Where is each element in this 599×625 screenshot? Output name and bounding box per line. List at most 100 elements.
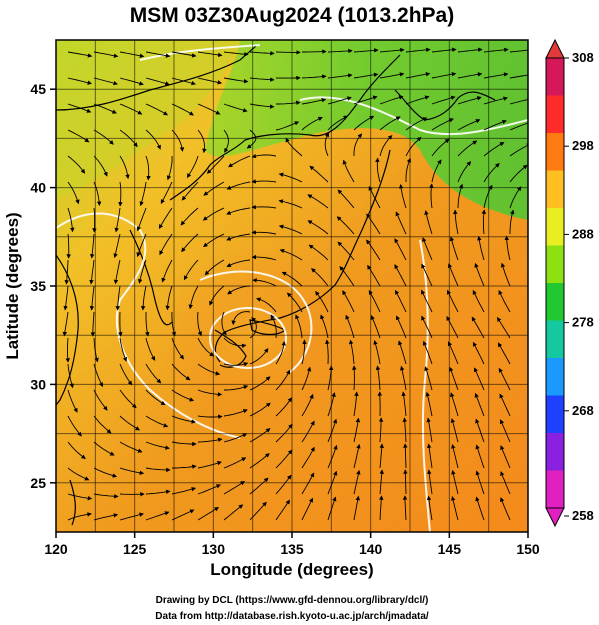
streamline-arrow [251,254,277,261]
colorbar-segment [546,245,564,284]
streamline-arrow [93,513,119,521]
wind-streamlines [62,47,528,521]
streamline-arrow [447,341,459,365]
streamline-arrow [145,77,170,86]
streamline-arrow [223,409,248,417]
streamline-arrow [475,496,485,521]
streamline-arrow [450,392,459,417]
plot-area [56,40,528,532]
streamline-arrow [158,207,173,229]
colorbar-segment [546,133,564,171]
colorbar-segment [546,95,564,134]
isotherm-northeast [299,96,528,136]
streamline-arrow [379,116,401,131]
streamline-arrow [342,159,355,183]
streamline-arrow [171,509,195,521]
streamline-arrow [301,74,327,79]
streamline-arrow [63,285,69,311]
streamline-arrow [327,444,338,469]
streamline-arrow [145,312,150,337]
x-tick-label: 145 [438,541,462,557]
streamline-arrow [327,73,353,79]
streamline-arrow [113,259,121,285]
streamline-arrow [275,449,293,469]
streamline-arrow [504,235,511,261]
streamline-arrow [119,512,144,521]
streamline-arrow [64,259,70,285]
colorbar-segments [546,58,564,509]
streamline-arrow [145,389,166,406]
streamline-arrow [197,414,223,420]
streamline-arrow [474,262,485,287]
y-tick-label: 35 [30,278,46,294]
streamline-arrow [337,241,355,261]
streamline-arrow [145,51,171,58]
isotherm-typhoon-arc [199,270,313,373]
colorbar-label: 308 [572,50,594,65]
x-tick-label: 130 [202,541,226,557]
streamline-arrow [223,103,248,113]
streamline-arrow [295,314,303,339]
streamline-arrow [499,393,511,417]
coast-korea-north [169,54,401,201]
colorbar-lower-arrow [545,507,565,528]
streamline-arrow [395,315,407,339]
streamline-arrow [171,51,197,58]
streamline-arrow [209,285,225,306]
y-tick-label: 30 [30,376,46,392]
streamline-arrow [379,443,384,469]
streamline-arrow [398,340,407,365]
y-axis-ticks: 25 30 35 40 45 [30,81,56,491]
streamline-arrow [431,71,457,79]
streamline-arrow [285,137,303,157]
streamline-arrow [457,72,483,79]
streamline-arrow [483,119,507,131]
streamline-arrow [446,316,459,339]
streamline-arrow [67,467,90,481]
y-tick-label: 40 [30,180,46,196]
streamline-arrow [118,311,123,337]
streamline-arrow [324,132,330,157]
streamline-arrow [92,207,97,233]
streamline-arrow [366,239,381,261]
streamline-arrow [483,96,508,105]
x-tick-label: 140 [359,541,383,557]
colorbar-upper-arrow [545,38,565,59]
streamline-arrow [161,259,173,283]
streamline-arrow [301,393,314,417]
streamline-arrow [93,103,117,114]
streamline-arrow [171,103,194,116]
streamline-arrow [171,363,191,381]
streamline-arrow [457,119,481,131]
streamline-arrow [353,48,379,53]
streamline-arrow [500,262,511,287]
streamline-arrow [197,437,223,443]
streamline-arrow [67,415,82,437]
streamline-arrow [197,129,207,154]
colorbar-segment [546,433,564,471]
streamline-arrow [424,366,433,391]
streamline-arrow [171,441,197,447]
streamline-arrow [472,341,485,365]
colorbar-frame [545,57,565,509]
streamline-arrow [483,142,505,157]
streamline-arrow [67,103,92,113]
isotherm-west [56,212,241,439]
colorbar-labels: 308 298 288 278 268 258 [564,50,594,523]
streamline-arrow [370,315,381,339]
streamline-arrow [145,415,169,428]
streamline-arrow [140,285,147,311]
streamline-arrow [224,385,249,391]
streamline-arrow [509,99,528,105]
streamline-arrow [426,417,433,443]
streamline-arrow [405,157,411,182]
x-axis-ticks: 120 125 130 135 140 145 150 [44,532,540,557]
streamline-arrow [197,103,221,115]
colorbar-label: 278 [572,315,594,330]
streamline-arrow [251,230,277,235]
streamline-arrow [481,209,487,235]
streamline-arrow [93,51,119,58]
streamline-arrow [509,122,528,131]
streamline-arrow [251,179,277,184]
streamline-arrow [181,181,199,201]
